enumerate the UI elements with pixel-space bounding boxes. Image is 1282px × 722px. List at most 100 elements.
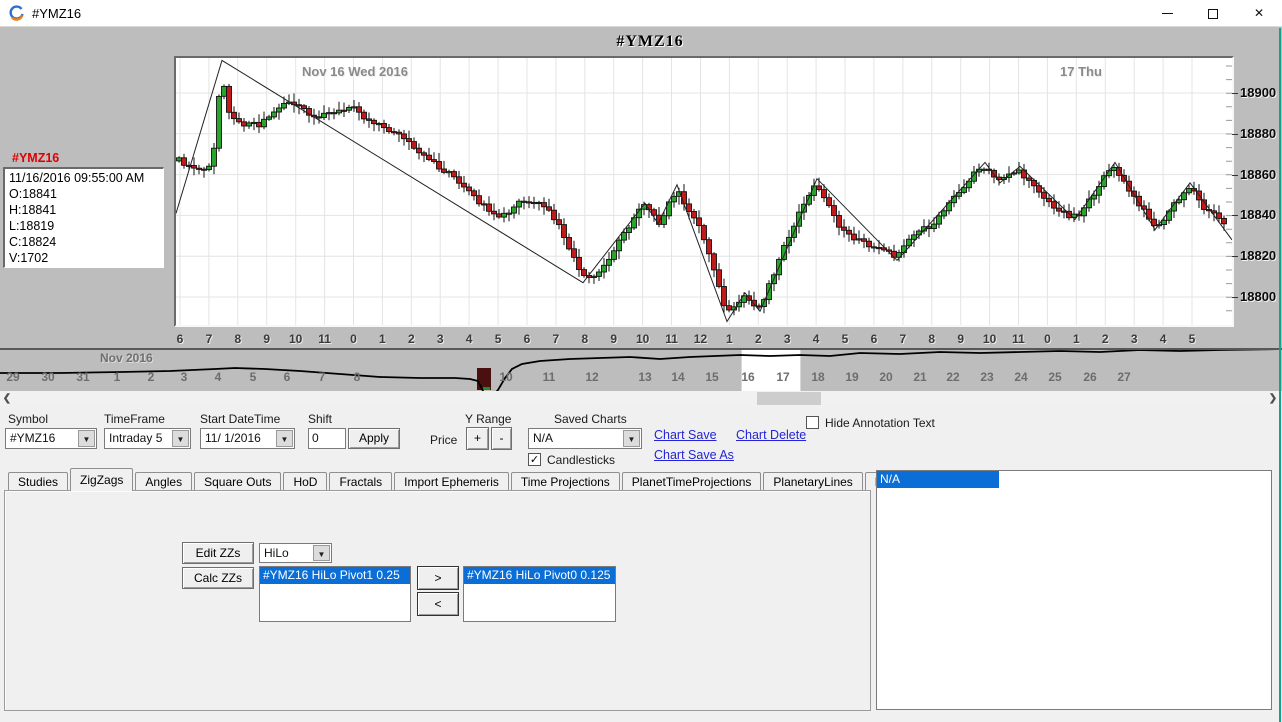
day-label[interactable]: 15 <box>705 370 719 384</box>
day-label[interactable]: 26 <box>1083 370 1097 384</box>
hour-axis-label: 12 <box>693 332 708 346</box>
zz-active-listbox[interactable]: #YMZ16 HiLo Pivot0 0.125 <box>463 566 616 622</box>
date-navigation-strip[interactable]: Nov 2016 29 30 31 1 2 3 4 5 6 7 8 10 11 12 13 14 15 16 17 1… <box>0 350 1282 391</box>
chevron-down-icon[interactable]: ▼ <box>78 430 95 447</box>
hour-axis-label: 2 <box>754 332 762 346</box>
hour-axis-label: 5 <box>841 332 849 346</box>
hour-axis-label: 10 <box>288 332 303 346</box>
list-item[interactable]: #YMZ16 HiLo Pivot1 0.25 <box>260 567 410 584</box>
hour-axis-label: 1 <box>379 332 386 346</box>
start-datetime-combobox[interactable]: 11/ 1/2016 ▼ <box>200 428 295 449</box>
scrollbar-thumb[interactable] <box>757 392 821 405</box>
list-item[interactable]: #YMZ16 HiLo Pivot0 0.125 <box>464 567 615 584</box>
day-label[interactable]: 27 <box>1117 370 1131 384</box>
symbol-combobox[interactable]: #YMZ16 ▼ <box>5 428 97 449</box>
annotations-listbox[interactable]: N/A <box>876 470 1272 710</box>
hour-axis-label: 0 <box>350 332 357 346</box>
chevron-down-icon[interactable]: ▼ <box>172 430 189 447</box>
day-label[interactable]: 12 <box>585 370 599 384</box>
chevron-down-icon[interactable]: ▼ <box>276 430 293 447</box>
day-label[interactable]: 23 <box>980 370 994 384</box>
day-label[interactable]: 30 <box>41 370 55 384</box>
shift-field-label: Shift <box>308 412 333 426</box>
day-label[interactable]: 8 <box>353 370 361 384</box>
timeframe-combobox[interactable]: Intraday 5 ▼ <box>104 428 191 449</box>
y-range-minus-button[interactable]: - <box>491 427 512 450</box>
y-range-plus-button[interactable]: + <box>466 427 489 450</box>
window-title: #YMZ16 <box>32 6 82 21</box>
scroll-right-icon[interactable]: ❯ <box>1268 393 1278 404</box>
day-label[interactable]: 10 <box>499 370 513 384</box>
tab-time-projections[interactable]: Time Projections <box>510 472 620 491</box>
day-label[interactable]: 4 <box>214 370 222 384</box>
day-label[interactable]: 21 <box>913 370 927 384</box>
price-axis-tick <box>1232 93 1238 94</box>
tab-hod[interactable]: HoD <box>283 472 328 491</box>
price-axis-tick <box>1232 215 1238 217</box>
chevron-down-icon[interactable]: ▼ <box>313 545 330 561</box>
tab-planettimeprojections[interactable]: PlanetTimeProjections <box>621 472 762 491</box>
day-label[interactable]: 25 <box>1048 370 1062 384</box>
day-label[interactable]: 17 <box>776 370 790 384</box>
day-label[interactable]: 13 <box>638 370 652 384</box>
day-label[interactable]: 14 <box>671 370 685 384</box>
tab-planetarylines[interactable]: PlanetaryLines <box>763 472 863 491</box>
tab-zigzags[interactable]: ZigZags <box>70 468 134 491</box>
move-left-button[interactable]: < <box>417 592 459 616</box>
day-label[interactable]: 16 <box>741 370 755 384</box>
session-date-label: 17 Thu <box>1060 64 1102 79</box>
day-label[interactable]: 18 <box>811 370 825 384</box>
chart-delete-link[interactable]: Chart Delete <box>736 428 807 442</box>
edit-zzs-button[interactable]: Edit ZZs <box>182 542 254 564</box>
day-label[interactable]: 5 <box>249 370 257 384</box>
day-label[interactable]: 11 <box>542 370 556 384</box>
candlestick-chart[interactable] <box>174 56 1234 327</box>
tab-studies[interactable]: Studies <box>8 472 69 491</box>
date-scrollbar[interactable]: ❮ ❯ <box>0 391 1282 406</box>
hide-annotation-checkbox[interactable] <box>806 416 819 429</box>
hour-axis-label: 10 <box>982 332 997 346</box>
price-axis-label: 18840 <box>1240 207 1277 223</box>
tab-import-ephemeris[interactable]: Import Ephemeris <box>394 472 509 491</box>
minimize-button[interactable] <box>1144 0 1190 27</box>
hour-axis-label: 5 <box>494 332 502 346</box>
day-label[interactable]: 29 <box>6 370 20 384</box>
day-label[interactable]: 20 <box>879 370 893 384</box>
price-axis-tick <box>1232 297 1238 298</box>
move-right-button[interactable]: > <box>417 566 459 590</box>
day-label[interactable]: 2 <box>147 370 155 384</box>
saved-charts-combobox[interactable]: N/A ▼ <box>528 428 642 449</box>
apply-button[interactable]: Apply <box>348 428 400 449</box>
hour-axis-label: 4 <box>1159 332 1167 346</box>
tab-square-outs[interactable]: Square Outs <box>194 472 282 491</box>
day-label[interactable]: 24 <box>1014 370 1028 384</box>
day-label[interactable]: 31 <box>76 370 90 384</box>
price-axis-tick <box>1232 133 1238 135</box>
day-label[interactable]: 19 <box>845 370 859 384</box>
info-line: V:1702 <box>9 251 49 265</box>
hour-axis-label: 7 <box>899 332 907 346</box>
day-label[interactable]: 22 <box>946 370 960 384</box>
close-button[interactable]: ✕ <box>1253 6 1265 20</box>
zz-available-listbox[interactable]: #YMZ16 HiLo Pivot1 0.25 <box>259 566 411 622</box>
hour-axis-label: 4 <box>465 332 473 346</box>
chevron-down-icon[interactable]: ▼ <box>623 430 640 447</box>
list-item[interactable]: N/A <box>877 471 999 488</box>
price-axis-label: 18900 <box>1240 85 1277 100</box>
day-label[interactable]: 3 <box>180 370 188 384</box>
tab-fractals[interactable]: Fractals <box>329 472 393 491</box>
info-line: H:18841 <box>9 203 57 217</box>
calc-zzs-button[interactable]: Calc ZZs <box>182 567 254 589</box>
tab-angles[interactable]: Angles <box>135 472 193 491</box>
title-bar: #YMZ16 ✕ <box>0 0 1282 27</box>
shift-input[interactable]: 0 <box>308 428 346 449</box>
day-label[interactable]: 6 <box>283 370 291 384</box>
scroll-left-icon[interactable]: ❮ <box>2 393 12 404</box>
zz-mode-combobox[interactable]: HiLo ▼ <box>259 543 332 563</box>
maximize-button[interactable] <box>1190 0 1236 27</box>
chart-save-as-link[interactable]: Chart Save As <box>654 448 734 462</box>
day-label[interactable]: 7 <box>318 370 326 384</box>
day-label[interactable]: 1 <box>113 370 121 384</box>
candlesticks-checkbox[interactable]: ✓ <box>528 453 541 466</box>
chart-save-link[interactable]: Chart Save <box>654 428 717 442</box>
